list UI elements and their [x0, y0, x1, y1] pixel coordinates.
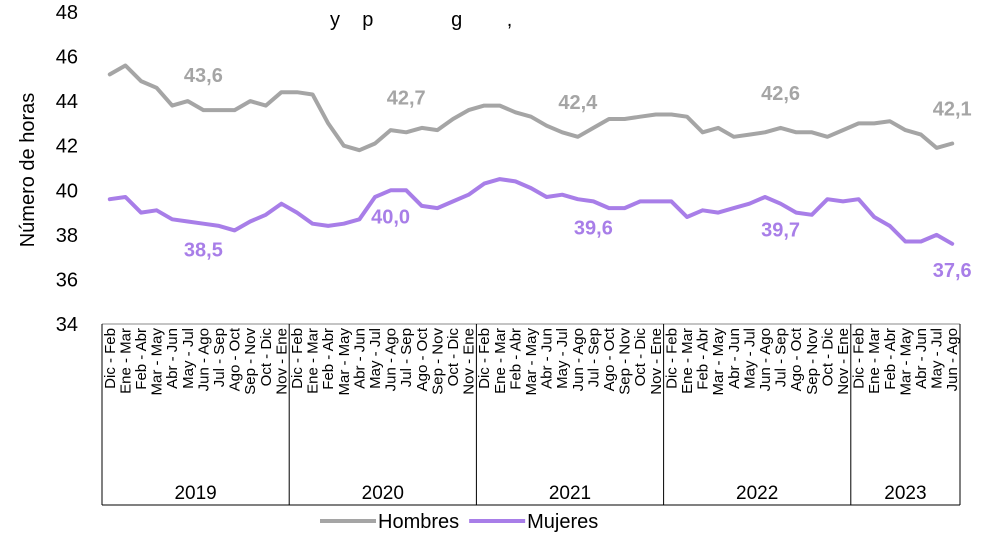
x-tick-label: Feb - Abr	[507, 328, 524, 390]
x-tick-label: Ene - Mar	[117, 328, 134, 394]
x-tick-label: Jul - Sep	[211, 328, 228, 387]
data-label: 40,0	[371, 206, 410, 228]
x-tick-label: Jun - Ago	[195, 328, 212, 391]
x-tick-label: Abr - Jun	[913, 328, 930, 389]
x-tick-label: Ago - Oct	[788, 327, 805, 391]
x-tick-label: Ago - Oct	[601, 327, 618, 391]
x-tick-label: Mar - May	[149, 328, 166, 396]
x-tick-label: May - Jul	[929, 328, 946, 389]
y-tick-label: 38	[56, 225, 78, 247]
year-label: 2022	[736, 483, 778, 504]
legend-label: Hombres	[378, 511, 459, 533]
data-label: 38,5	[184, 240, 223, 262]
year-label: 2020	[362, 483, 404, 504]
x-tick-label: Dic - Feb	[476, 328, 493, 389]
y-axis-label: Número de horas	[17, 93, 39, 248]
chart-title: y p g ,	[330, 9, 512, 31]
x-tick-label: Oct - Dic	[445, 328, 462, 387]
x-tick-label: Ago - Oct	[227, 327, 244, 391]
y-tick-label: 42	[56, 136, 78, 158]
x-tick-label: Sep - Nov	[429, 328, 446, 395]
data-label: 37,6	[933, 260, 972, 282]
x-tick-label: Nov - Ene	[461, 328, 478, 395]
x-tick-label: Feb - Abr	[320, 328, 337, 390]
y-tick-label: 46	[56, 47, 78, 69]
data-label: 39,6	[574, 217, 613, 239]
x-tick-label: Mar - May	[336, 328, 353, 396]
data-label: 43,6	[184, 65, 223, 87]
legend: Hombres Mujeres	[320, 511, 598, 533]
x-tick-label: Sep - Nov	[617, 328, 634, 395]
x-tick-label: Nov - Ene	[273, 328, 290, 395]
x-tick-label: Jun - Ago	[944, 328, 961, 391]
x-tick-label: Ene - Mar	[492, 328, 509, 394]
series-layer: 43,6 42,7 42,4 42,6 42,1 38,5 40,0 39,6 39,7 37,6	[107, 63, 972, 282]
x-tick-label: Jul - Sep	[773, 328, 790, 387]
y-tick-label: 48	[56, 2, 78, 24]
x-tick-label: Dic - Feb	[663, 328, 680, 389]
x-tick-label: Oct - Dic	[258, 328, 275, 387]
x-tick-label: Feb - Abr	[882, 328, 899, 390]
data-label: 42,6	[761, 83, 800, 105]
data-label: 42,7	[387, 87, 426, 109]
data-label: 42,1	[933, 98, 972, 120]
y-axis: 34 36 38 40 42 44 46 48	[56, 2, 78, 336]
x-tick-label: May - Jul	[180, 328, 197, 389]
x-tick-label: May - Jul	[741, 328, 758, 389]
year-label: 2021	[549, 483, 591, 504]
x-tick-label: Jul - Sep	[585, 328, 602, 387]
data-label: 42,4	[558, 92, 598, 114]
y-tick-label: 36	[56, 269, 78, 291]
x-tick-label: Ago - Oct	[414, 327, 431, 391]
x-tick-label: May - Jul	[367, 328, 384, 389]
x-tick-label: Oct - Dic	[819, 328, 836, 387]
legend-label: Mujeres	[527, 511, 598, 533]
x-tick-label: Sep - Nov	[242, 328, 259, 395]
x-tick-label: Oct - Dic	[632, 328, 649, 387]
data-label: 39,7	[761, 220, 800, 242]
x-tick-label: Jun - Ago	[570, 328, 587, 391]
x-tick-label: May - Jul	[554, 328, 571, 389]
year-label: 2019	[174, 483, 216, 504]
x-tick-label: Abr - Jun	[351, 328, 368, 389]
series-line-hombres	[107, 63, 955, 153]
y-tick-label: 34	[56, 314, 78, 336]
x-tick-label: Jun - Ago	[757, 328, 774, 391]
x-tick-label: Jun - Ago	[383, 328, 400, 391]
x-tick-label: Mar - May	[710, 328, 727, 396]
year-label: 2023	[884, 483, 926, 504]
x-tick-label: Nov - Ene	[835, 328, 852, 395]
series-line-mujeres	[107, 177, 955, 246]
x-tick-label: Feb - Abr	[133, 328, 150, 390]
x-tick-label: Dic - Feb	[102, 328, 119, 389]
x-tick-label: Dic - Feb	[289, 328, 306, 389]
x-tick-label: Ene - Mar	[679, 328, 696, 394]
x-tick-label: Ene - Mar	[866, 328, 883, 394]
y-tick-label: 40	[56, 180, 78, 202]
x-tick-label: Dic - Feb	[851, 328, 868, 389]
x-tick-label: Feb - Abr	[695, 328, 712, 390]
x-tick-label: Jul - Sep	[398, 328, 415, 387]
x-tick-label: Mar - May	[523, 328, 540, 396]
x-tick-label: Abr - Jun	[539, 328, 556, 389]
y-tick-label: 44	[56, 91, 78, 113]
x-tick-label: Ene - Mar	[305, 328, 322, 394]
x-tick-label: Mar - May	[897, 328, 914, 396]
x-tick-label: Nov - Ene	[648, 328, 665, 395]
x-tick-label: Abr - Jun	[164, 328, 181, 389]
x-tick-label: Sep - Nov	[804, 328, 821, 395]
x-tick-label: Abr - Jun	[726, 328, 743, 389]
